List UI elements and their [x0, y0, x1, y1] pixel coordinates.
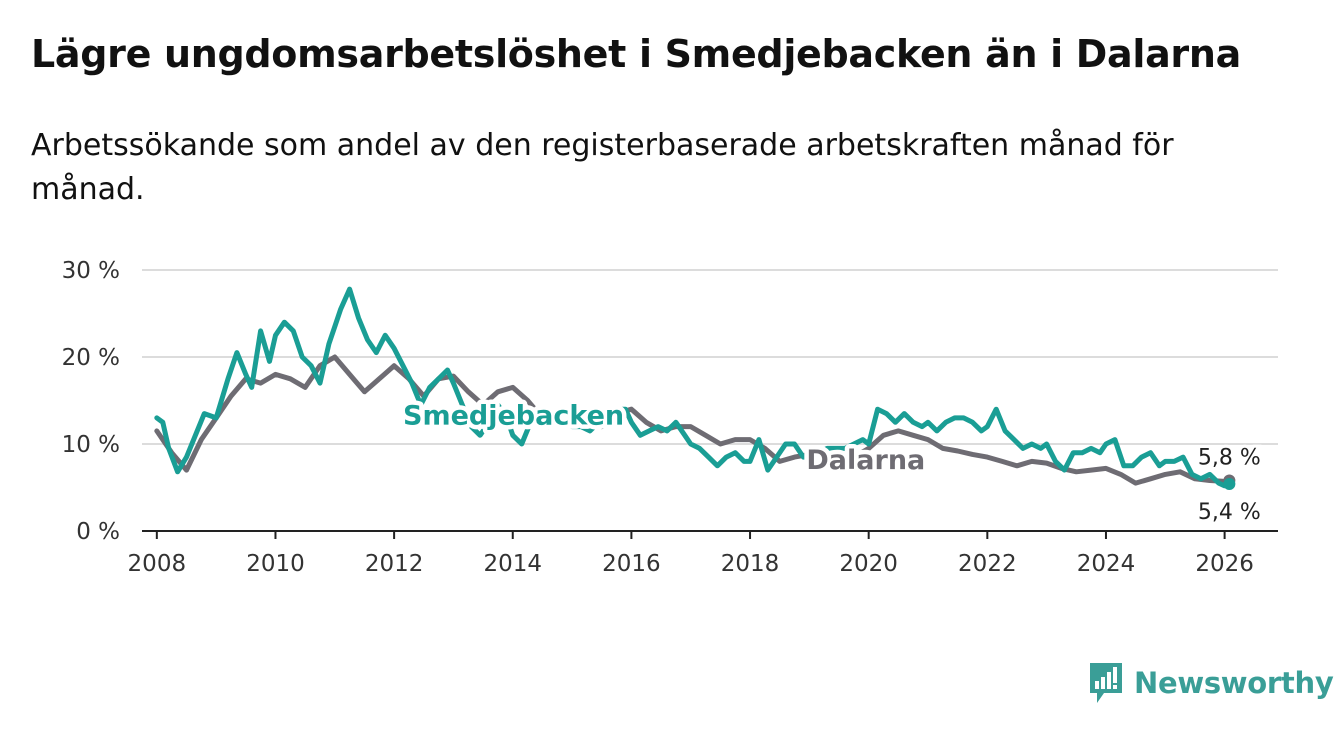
x-tick-label: 2026	[1195, 551, 1254, 577]
smedjebacken-line	[154, 286, 1232, 489]
gridlines	[142, 269, 1278, 532]
x-tick-label: 2024	[1077, 551, 1136, 577]
smedjebacken-end-value: 5,4 %	[1198, 500, 1261, 525]
x-tick-label: 2020	[839, 551, 898, 577]
smedjebacken-series-label: Smedjebacken	[403, 400, 624, 431]
y-tick-label: 20 %	[62, 345, 120, 371]
x-tick-label: 2014	[483, 551, 542, 577]
y-tick-label: 0 %	[76, 519, 120, 545]
chart-title: Lägre ungdomsarbetslöshet i Smedjebacken…	[31, 32, 1241, 76]
dalarna-series-label: Dalarna	[806, 445, 925, 476]
smedjebacken-end-point	[1223, 478, 1236, 491]
x-tick-label: 2016	[602, 551, 661, 577]
y-tick-label: 10 %	[62, 432, 120, 458]
x-tick-label: 2018	[721, 551, 780, 577]
y-axis-ticks: 0 % 10 % 20 % 30 %	[62, 258, 120, 545]
x-tick-label: 2022	[958, 551, 1017, 577]
dalarna-end-value: 5,8 %	[1198, 445, 1261, 470]
x-axis-ticks: 2008 2010 2012 2014 2016 2018 2020 2022 2024 2026	[128, 531, 1254, 577]
brand-logo: Newsworthy	[1088, 660, 1334, 706]
brand-name: Newsworthy	[1134, 666, 1334, 700]
series-lines	[154, 286, 1236, 491]
x-tick-label: 2010	[246, 551, 305, 577]
newsworthy-logo-icon	[1090, 663, 1122, 703]
y-tick-label: 30 %	[62, 258, 120, 284]
series-labels: Dalarna Smedjebacken 5,8 % 5,4 %	[399, 396, 1264, 528]
chart-subtitle: Arbetssökande som andel av den registerb…	[31, 128, 1174, 207]
x-tick-label: 2008	[128, 551, 187, 577]
x-tick-label: 2012	[365, 551, 424, 577]
